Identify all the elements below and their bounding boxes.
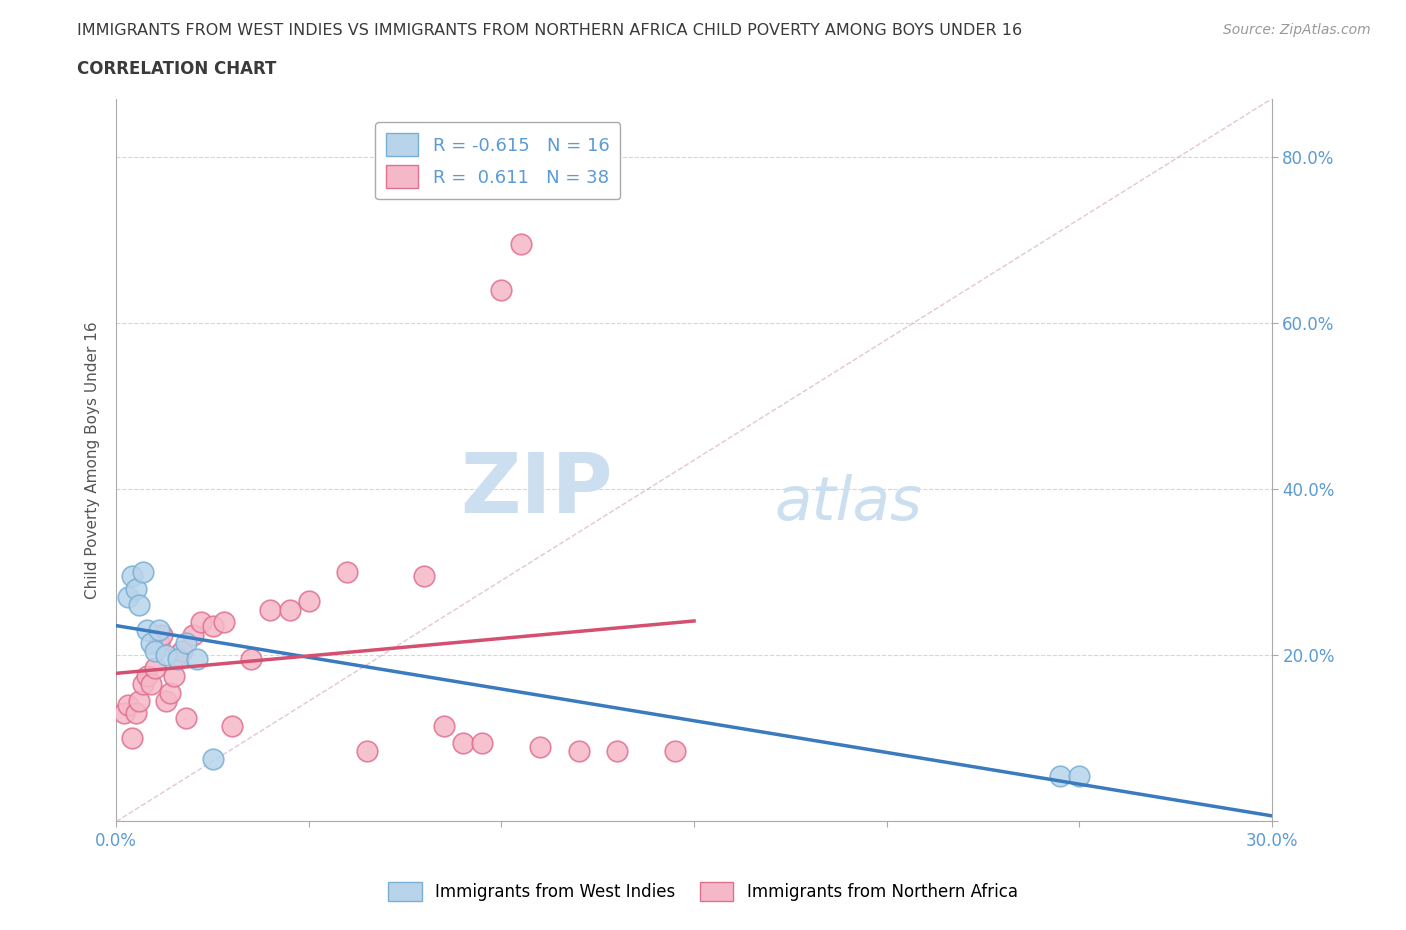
- Point: [128, 598, 150, 613]
- Point: [491, 283, 513, 298]
- Point: [433, 719, 456, 734]
- Point: [124, 581, 146, 596]
- Point: [1069, 768, 1091, 783]
- Point: [509, 236, 531, 251]
- Point: [529, 739, 551, 754]
- Point: [336, 565, 359, 579]
- Point: [212, 615, 235, 630]
- Point: [163, 669, 186, 684]
- Point: [112, 706, 135, 721]
- Point: [664, 743, 686, 758]
- Point: [174, 635, 197, 650]
- Point: [167, 648, 190, 663]
- Legend: R = -0.615   N = 16, R =  0.611   N = 38: R = -0.615 N = 16, R = 0.611 N = 38: [375, 122, 620, 199]
- Point: [174, 711, 197, 725]
- Point: [159, 685, 181, 700]
- Point: [606, 743, 628, 758]
- Point: [1049, 768, 1071, 783]
- Text: atlas: atlas: [775, 474, 922, 533]
- Point: [139, 635, 162, 650]
- Text: IMMIGRANTS FROM WEST INDIES VS IMMIGRANTS FROM NORTHERN AFRICA CHILD POVERTY AMO: IMMIGRANTS FROM WEST INDIES VS IMMIGRANT…: [77, 23, 1022, 38]
- Point: [201, 618, 224, 633]
- Point: [170, 644, 193, 658]
- Point: [567, 743, 589, 758]
- Point: [181, 627, 204, 642]
- Point: [451, 735, 474, 750]
- Legend: Immigrants from West Indies, Immigrants from Northern Africa: Immigrants from West Indies, Immigrants …: [381, 875, 1025, 908]
- Point: [132, 565, 155, 579]
- Y-axis label: Child Poverty Among Boys Under 16: Child Poverty Among Boys Under 16: [86, 321, 100, 599]
- Point: [278, 603, 301, 618]
- Point: [298, 594, 321, 609]
- Point: [121, 569, 143, 584]
- Point: [117, 698, 139, 712]
- Text: Source: ZipAtlas.com: Source: ZipAtlas.com: [1223, 23, 1371, 37]
- Text: CORRELATION CHART: CORRELATION CHART: [77, 60, 277, 78]
- Point: [143, 660, 166, 675]
- Point: [240, 652, 263, 667]
- Point: [221, 719, 243, 734]
- Point: [186, 652, 208, 667]
- Point: [155, 694, 177, 709]
- Text: ZIP: ZIP: [461, 448, 613, 529]
- Point: [121, 731, 143, 746]
- Point: [152, 627, 174, 642]
- Point: [148, 635, 170, 650]
- Point: [136, 669, 159, 684]
- Point: [143, 644, 166, 658]
- Point: [471, 735, 494, 750]
- Point: [128, 694, 150, 709]
- Point: [132, 677, 155, 692]
- Point: [117, 590, 139, 604]
- Point: [201, 751, 224, 766]
- Point: [155, 648, 177, 663]
- Point: [356, 743, 378, 758]
- Point: [259, 603, 281, 618]
- Point: [167, 652, 190, 667]
- Point: [124, 706, 146, 721]
- Point: [190, 615, 212, 630]
- Point: [148, 623, 170, 638]
- Point: [139, 677, 162, 692]
- Point: [413, 569, 436, 584]
- Point: [136, 623, 159, 638]
